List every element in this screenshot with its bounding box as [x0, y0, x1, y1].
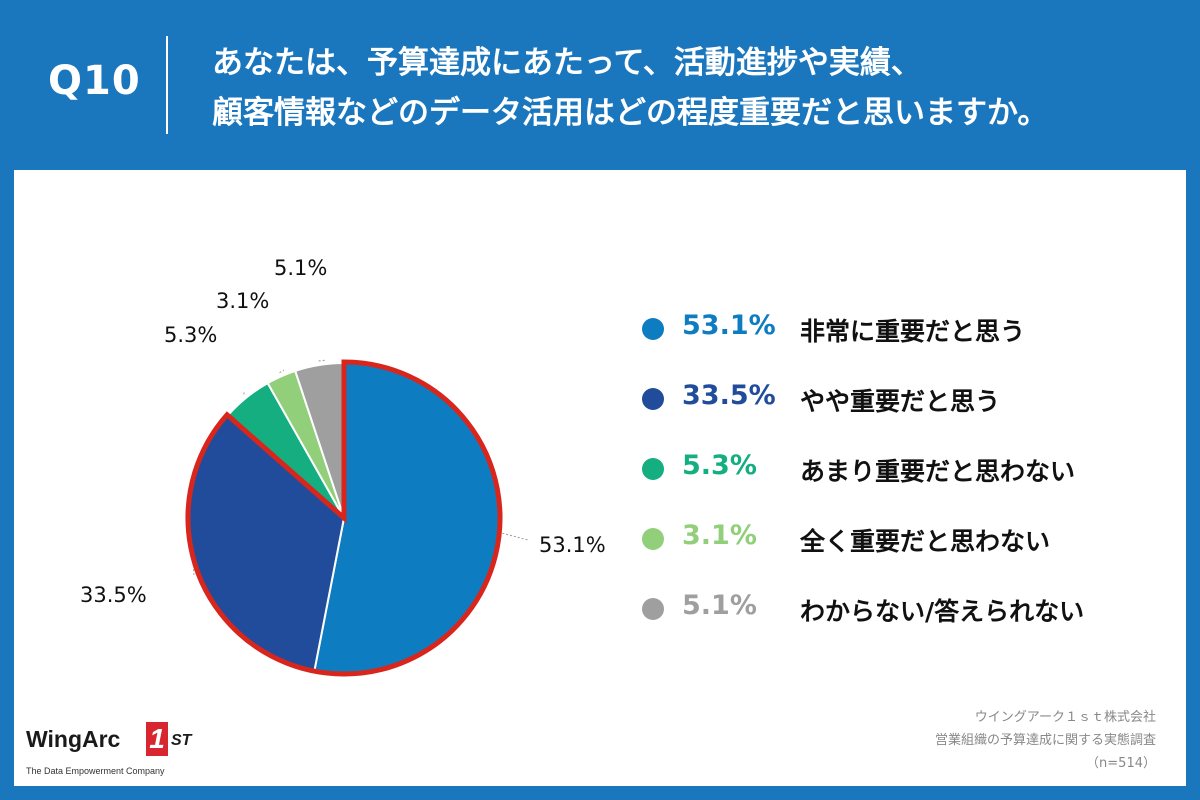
slice-label-4: 3.1%	[216, 289, 269, 313]
slice-label-1: 53.1%	[539, 533, 606, 557]
legend-item: 33.5% やや重要だと思う	[642, 380, 1162, 450]
question-line-2: 顧客情報などのデータ活用はどの程度重要だと思いますか。	[212, 95, 1049, 131]
legend-dot-icon	[642, 598, 664, 620]
slice-label-2: 33.5%	[80, 583, 147, 607]
source-survey: 営業組織の予算達成に関する実態調査	[934, 733, 1156, 748]
leader-line-2	[192, 569, 195, 576]
legend-label: わからない/答えられない	[800, 597, 1085, 626]
source-company: ウイングアーク１ｓｔ株式会社	[974, 710, 1156, 725]
legend-label: 全く重要だと思わない	[800, 527, 1051, 556]
legend-value: 3.1%	[682, 520, 757, 551]
highlight-outline	[185, 359, 503, 677]
legend-item: 3.1% 全く重要だと思わない	[642, 520, 1162, 590]
chart-panel: 53.1% 33.5% 5.3% 3.1% 5.1% 53.1% 非常に重要だと思う 33.…	[14, 170, 1186, 786]
question-number: Q10	[48, 58, 141, 104]
header-divider	[166, 36, 168, 134]
pie-chart: 53.1% 33.5% 5.3% 3.1%5.1%	[80, 256, 606, 677]
question-text: あなたは、予算達成にあたって、活動進捗や実績、 顧客情報などのデータ活用はどの程…	[212, 38, 1172, 138]
legend-item: 5.3% あまり重要だと思わない	[642, 450, 1162, 520]
legend-dot-icon	[642, 318, 664, 340]
leader-line-1	[502, 532, 529, 541]
logo-mark: 1	[146, 722, 168, 756]
source-note: ウイングアーク１ｓｔ株式会社 営業組織の予算達成に関する実態調査 （n=514）	[935, 706, 1156, 775]
question-header: Q10 あなたは、予算達成にあたって、活動進捗や実績、 顧客情報などのデータ活用…	[0, 0, 1200, 170]
legend-label: 非常に重要だと思う	[800, 317, 1026, 346]
logo-wordmark: WingArc	[26, 726, 121, 752]
legend-value: 33.5%	[682, 380, 776, 411]
slice-label-5: 5.1%	[274, 256, 327, 280]
legend-item: 53.1% 非常に重要だと思う	[642, 310, 1162, 380]
legend-label: やや重要だと思う	[800, 387, 1001, 416]
logo-suffix: ST	[171, 732, 192, 749]
legend-value: 5.3%	[682, 450, 757, 481]
legend-item: 5.1% わからない/答えられない	[642, 590, 1162, 660]
legend-value: 5.1%	[682, 590, 757, 621]
question-line-1: あなたは、予算達成にあたって、活動進捗や実績、	[212, 45, 922, 81]
leader-line-5	[318, 359, 327, 362]
wingarc-logo: WingArc 1 ST The Data Empowerment Compan…	[26, 722, 226, 782]
legend-value: 53.1%	[682, 310, 776, 341]
source-sample: （n=514）	[1086, 756, 1156, 771]
legend-dot-icon	[642, 528, 664, 550]
legend-dot-icon	[642, 388, 664, 410]
slice-label-3: 5.3%	[164, 323, 217, 347]
logo-tagline: The Data Empowerment Company	[26, 766, 165, 776]
chart-legend: 53.1% 非常に重要だと思う 33.5% やや重要だと思う 5.3% あまり重要だと思わ…	[642, 310, 1162, 660]
legend-dot-icon	[642, 458, 664, 480]
leader-line-4	[279, 369, 285, 374]
legend-label: あまり重要だと思わない	[800, 457, 1076, 486]
